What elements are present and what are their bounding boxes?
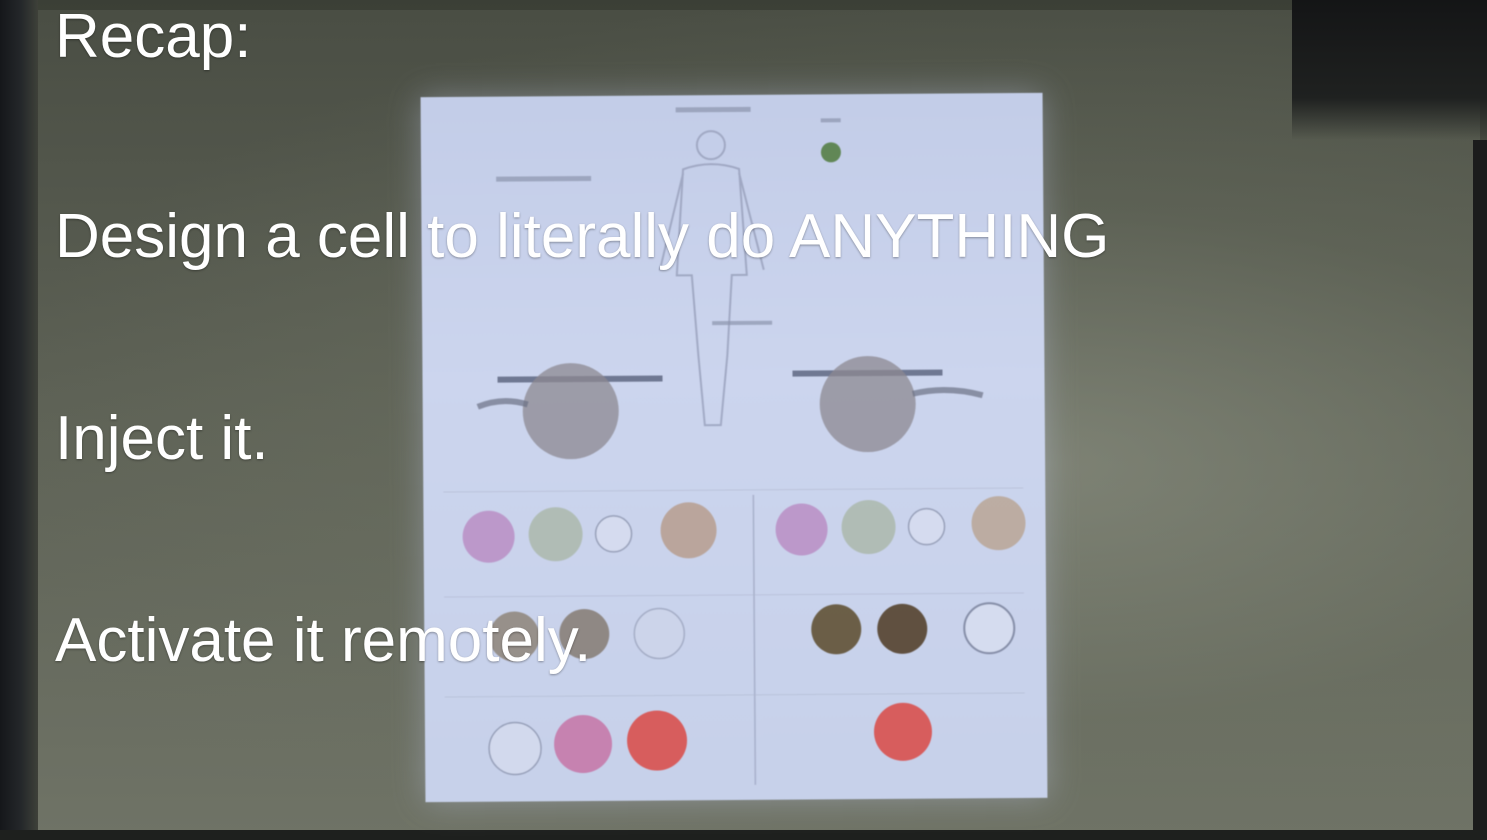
tissue-image bbox=[633, 607, 686, 660]
room-bottom-edge bbox=[0, 830, 1487, 840]
room-right-edge bbox=[1473, 140, 1487, 840]
tissue-image bbox=[971, 496, 1026, 551]
tissue-image bbox=[594, 515, 633, 553]
caption-line: Design a cell to literally do ANYTHING bbox=[55, 202, 1110, 271]
caption-line: Activate it remotely. bbox=[55, 606, 592, 675]
tissue-image bbox=[841, 500, 896, 555]
slide-pointer-mark bbox=[712, 320, 773, 326]
slide-header-mark bbox=[675, 106, 751, 113]
tissue-image bbox=[559, 609, 610, 660]
slide-small-mark bbox=[820, 118, 841, 123]
slide-row-line bbox=[444, 592, 1025, 598]
room-right-corner bbox=[1292, 0, 1487, 140]
mouse-shape-left bbox=[476, 398, 529, 410]
slide-figure bbox=[443, 106, 1026, 785]
slide-row-line bbox=[443, 487, 1024, 493]
projected-slide bbox=[420, 92, 1048, 803]
tissue-image bbox=[488, 721, 542, 776]
caption-title: Recap: bbox=[55, 2, 252, 71]
slide-label-mark bbox=[496, 175, 592, 182]
tissue-image bbox=[489, 611, 540, 662]
caption-line: Inject it. bbox=[55, 404, 269, 473]
tissue-image bbox=[963, 602, 1016, 655]
tissue-image bbox=[907, 507, 946, 546]
mouse-shape-right bbox=[911, 386, 984, 399]
tissue-image bbox=[811, 604, 862, 655]
room-left-edge bbox=[0, 0, 38, 840]
human-figure bbox=[658, 130, 765, 427]
tissue-image bbox=[873, 702, 932, 761]
slide-row-line bbox=[444, 692, 1025, 698]
tissue-image bbox=[528, 507, 583, 562]
tissue-image bbox=[775, 503, 828, 556]
slide-green-icon bbox=[820, 142, 841, 163]
tissue-image bbox=[877, 603, 928, 654]
tissue-image bbox=[660, 502, 717, 559]
stem-cell-right bbox=[819, 356, 916, 453]
tissue-image bbox=[627, 710, 688, 771]
tissue-image bbox=[462, 510, 515, 563]
slide-divider bbox=[752, 494, 757, 785]
stem-cell-left bbox=[522, 363, 619, 460]
tissue-image bbox=[554, 715, 613, 774]
